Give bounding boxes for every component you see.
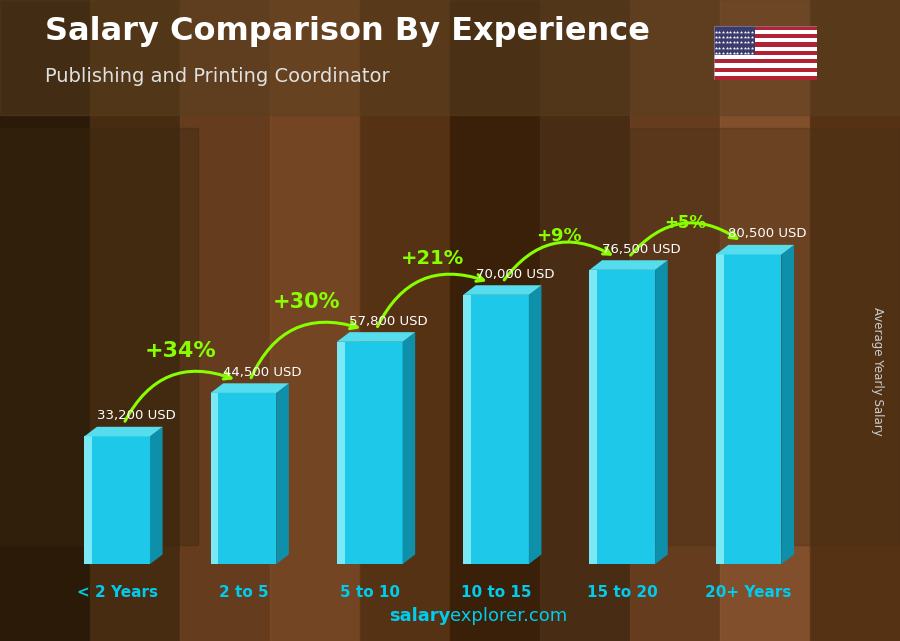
- Text: 20+ Years: 20+ Years: [706, 585, 792, 600]
- Bar: [714, 72, 817, 76]
- Bar: [360, 0, 450, 641]
- Bar: [211, 393, 276, 564]
- Polygon shape: [464, 285, 542, 295]
- Polygon shape: [276, 383, 289, 564]
- Bar: [720, 0, 810, 641]
- Text: +21%: +21%: [401, 249, 464, 268]
- Bar: [0, 0, 900, 115]
- Polygon shape: [590, 260, 668, 270]
- Bar: [0, 0, 90, 641]
- Bar: [464, 295, 529, 564]
- Bar: [714, 34, 817, 38]
- Bar: [810, 0, 900, 641]
- Bar: [0, 128, 198, 545]
- Bar: [714, 76, 817, 80]
- Bar: [714, 67, 817, 72]
- Polygon shape: [150, 427, 163, 564]
- Text: 33,200 USD: 33,200 USD: [96, 409, 176, 422]
- Bar: [90, 0, 180, 641]
- Polygon shape: [716, 245, 794, 254]
- Bar: [716, 254, 724, 564]
- Polygon shape: [85, 427, 163, 437]
- Bar: [590, 270, 655, 564]
- Bar: [714, 47, 817, 51]
- Bar: [714, 38, 817, 42]
- Bar: [714, 26, 755, 55]
- Bar: [85, 437, 150, 564]
- Bar: [464, 295, 471, 564]
- Text: Average Yearly Salary: Average Yearly Salary: [871, 308, 884, 436]
- Bar: [714, 30, 817, 34]
- Text: +34%: +34%: [144, 342, 216, 362]
- Bar: [714, 55, 817, 59]
- Bar: [590, 270, 598, 564]
- Polygon shape: [529, 285, 542, 564]
- Bar: [540, 0, 630, 641]
- Text: explorer.com: explorer.com: [450, 607, 567, 625]
- Bar: [714, 42, 817, 47]
- Text: 5 to 10: 5 to 10: [339, 585, 400, 600]
- Text: Salary Comparison By Experience: Salary Comparison By Experience: [45, 16, 650, 47]
- Bar: [180, 0, 270, 641]
- Text: 44,500 USD: 44,500 USD: [223, 366, 302, 379]
- Polygon shape: [402, 332, 415, 564]
- Bar: [211, 393, 219, 564]
- Text: 57,800 USD: 57,800 USD: [349, 315, 428, 328]
- Bar: [630, 0, 720, 641]
- Bar: [714, 59, 817, 63]
- Text: +5%: +5%: [664, 213, 707, 231]
- Bar: [270, 0, 360, 641]
- Polygon shape: [655, 260, 668, 564]
- Text: Publishing and Printing Coordinator: Publishing and Printing Coordinator: [45, 67, 390, 87]
- Bar: [630, 128, 900, 545]
- Text: +9%: +9%: [536, 227, 582, 245]
- Bar: [450, 0, 540, 641]
- Polygon shape: [211, 383, 289, 393]
- Bar: [714, 63, 817, 67]
- Text: 10 to 15: 10 to 15: [461, 585, 531, 600]
- Text: +30%: +30%: [273, 292, 340, 312]
- Text: 80,500 USD: 80,500 USD: [728, 228, 806, 240]
- Text: 15 to 20: 15 to 20: [587, 585, 658, 600]
- Text: 76,500 USD: 76,500 USD: [602, 243, 680, 256]
- Text: salary: salary: [389, 607, 450, 625]
- Bar: [85, 437, 92, 564]
- Bar: [714, 51, 817, 55]
- Bar: [716, 254, 781, 564]
- Polygon shape: [337, 332, 415, 342]
- Bar: [714, 26, 817, 30]
- Bar: [337, 342, 402, 564]
- Bar: [337, 342, 345, 564]
- Text: 70,000 USD: 70,000 USD: [476, 268, 554, 281]
- Polygon shape: [781, 245, 794, 564]
- Text: < 2 Years: < 2 Years: [76, 585, 158, 600]
- Text: 2 to 5: 2 to 5: [219, 585, 268, 600]
